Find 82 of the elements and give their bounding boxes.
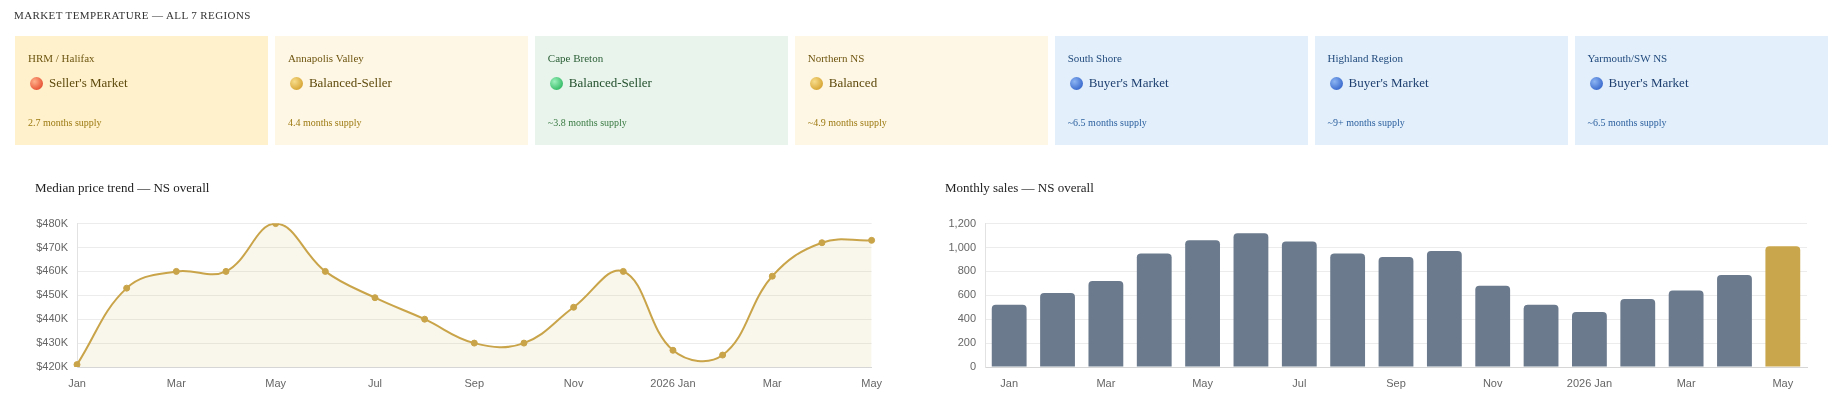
y-tick-label: $450K [36, 288, 69, 301]
chart-title: Monthly sales — NS overall [945, 180, 1094, 196]
x-tick-label: 2026 Jan [1566, 376, 1613, 389]
y-tick-label: 1,000 [948, 240, 976, 253]
point [123, 284, 131, 292]
x-tick-label: May [1772, 376, 1794, 389]
category-label: Yarmouth/SW NS [1587, 52, 1668, 64]
point [172, 267, 180, 275]
bar [1136, 253, 1172, 367]
point [719, 351, 727, 359]
x-tick-label: Jan [68, 376, 86, 389]
bar [1572, 312, 1607, 367]
category-label: HRM / Halifax [28, 52, 95, 64]
status-card: Northern NS Balanced ~4.9 months supply [794, 36, 1049, 145]
x-tick-label: Nov [563, 376, 584, 389]
bar [1717, 274, 1752, 367]
bar [1040, 292, 1075, 367]
point [868, 236, 876, 244]
x-tick-label: May [1192, 376, 1214, 389]
bar [1185, 240, 1220, 367]
x-tick-label: Mar [762, 376, 783, 389]
y-tick-label: $440K [36, 312, 69, 325]
x-tick-label: Nov [1482, 376, 1503, 389]
bar [1426, 251, 1462, 367]
x-tick-label: May [861, 376, 883, 389]
y-tick-label: 200 [957, 336, 976, 349]
x-tick-label: Jul [367, 376, 383, 389]
y-tick-label: $480K [36, 216, 69, 229]
status-card: Cape Breton Balanced-Seller ~3.8 months supply [534, 36, 789, 145]
point [222, 267, 230, 275]
point [768, 272, 776, 280]
bar [1330, 253, 1366, 367]
status-card: Highland Region Buyer's Market ~9+ months supply [1314, 36, 1569, 145]
x-tick-label: Sep [1386, 376, 1406, 389]
status-card: HRM / Halifax Seller's Market 2.7 months supply [15, 36, 269, 145]
x-tick-label: 2026 Jan [650, 376, 696, 389]
y-tick-label: 0 [969, 360, 976, 373]
x-tick-label: May [265, 376, 287, 389]
y-tick-label: $420K [36, 360, 69, 373]
point [669, 346, 677, 354]
y-tick-label: $460K [36, 264, 69, 277]
y-tick-label: 400 [957, 312, 976, 325]
bar [1088, 280, 1124, 367]
point [520, 339, 528, 347]
x-tick-label: Mar [1676, 376, 1696, 389]
category-label: Cape Breton [547, 52, 604, 64]
bar [1620, 298, 1656, 367]
point [73, 361, 81, 367]
chart-title: Median price trend — NS overall [35, 180, 210, 196]
bar [1281, 241, 1317, 367]
x-tick-label: Mar [1096, 376, 1116, 389]
point [570, 303, 578, 311]
category-label: Highland Region [1327, 52, 1404, 64]
point [421, 315, 429, 323]
bar [1378, 257, 1414, 367]
text: MARKET TEMPERATURE — ALL 7 REGIONS [14, 9, 251, 21]
x-tick-label: Jan [1000, 376, 1019, 389]
bar [1475, 285, 1511, 367]
x-tick-label: Jul [1292, 376, 1307, 389]
bar [991, 304, 1027, 367]
x-tick-label: Sep [464, 376, 485, 389]
point [818, 239, 826, 247]
category-label: Annapolis Valley [287, 52, 364, 64]
x-tick-label: Mar [166, 376, 187, 389]
point [321, 267, 329, 275]
bar [1523, 304, 1559, 367]
category-label: Northern NS [807, 52, 865, 64]
status-card: South Shore Buyer's Market ~6.5 months supply [1054, 36, 1309, 145]
y-tick-label: 600 [957, 288, 976, 301]
point [371, 294, 379, 302]
status-card: Annapolis Valley Balanced-Seller 4.4 months supply [274, 36, 529, 145]
y-tick-label: $470K [36, 240, 69, 253]
y-tick-label: 1,200 [948, 216, 976, 229]
y-tick-label: $430K [36, 336, 69, 349]
y-tick-label: 800 [957, 264, 976, 277]
status-card: Yarmouth/SW NS Buyer's Market ~6.5 months supply [1574, 36, 1828, 145]
bar [1668, 290, 1704, 367]
bar [1765, 246, 1801, 367]
point [470, 339, 478, 347]
category-label: South Shore [1067, 52, 1122, 64]
bar [1233, 233, 1269, 367]
point [619, 267, 627, 275]
